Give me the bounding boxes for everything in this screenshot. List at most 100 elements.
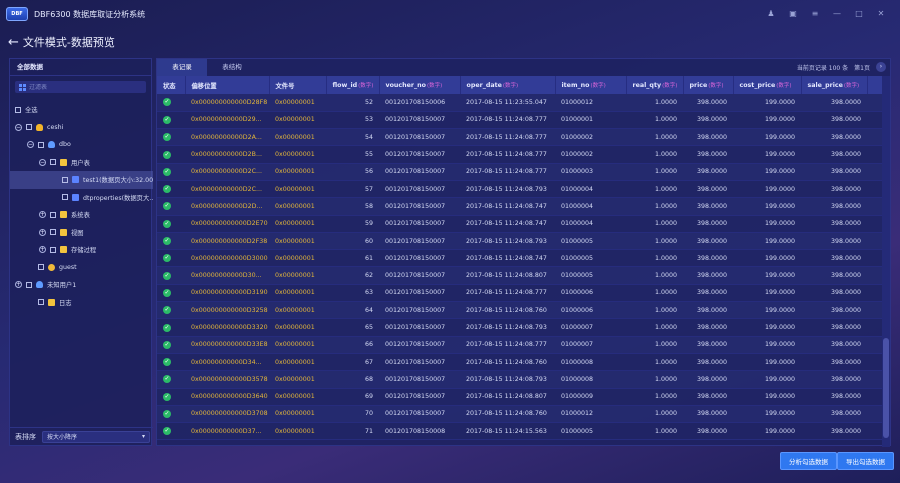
- tree-checkbox[interactable]: [15, 106, 21, 113]
- tree-node[interactable]: 全选: [10, 101, 153, 119]
- tree-checkbox[interactable]: [38, 141, 44, 148]
- column-header[interactable]: price(数字): [683, 76, 734, 94]
- tree-node[interactable]: + 未知用户1: [10, 276, 153, 294]
- tree-checkbox[interactable]: [62, 176, 68, 183]
- analyze-selected-button[interactable]: 分析勾选数据: [780, 452, 837, 470]
- table-row[interactable]: ✓ 0x00000000000D29... 0x00000001 53 00120170…: [157, 111, 882, 130]
- close-icon[interactable]: ✕: [877, 9, 885, 18]
- expand-icon[interactable]: +: [39, 246, 46, 254]
- table-row[interactable]: ✓ 0x000000000000D3320 0x00000001 65 00120170…: [157, 318, 882, 337]
- table-row[interactable]: ✓ 0x000000000000D3640 0x00000001 69 00120170…: [157, 388, 882, 406]
- column-header[interactable]: 偏移位置: [185, 76, 270, 94]
- expand-icon[interactable]: +: [39, 211, 46, 219]
- tree-node[interactable]: − dbo: [10, 136, 153, 154]
- tab-structure[interactable]: 表结构: [222, 63, 242, 71]
- tree-checkbox[interactable]: [38, 264, 44, 271]
- column-header[interactable]: [867, 76, 882, 94]
- tree-checkbox[interactable]: [62, 194, 68, 201]
- tab-records[interactable]: 表记录: [157, 59, 207, 76]
- tree-checkbox[interactable]: [50, 159, 56, 166]
- table-row[interactable]: ✓ 0x000000000000D33E8 0x00000001 66 00120170…: [157, 336, 882, 354]
- collapse-icon[interactable]: −: [39, 158, 46, 166]
- table-row[interactable]: ✓ 0x000000000000D2E70 0x00000001 59 00120170…: [157, 215, 882, 233]
- expand-icon[interactable]: +: [15, 281, 22, 289]
- tab-bar: 表记录 表结构: [157, 59, 890, 76]
- table-row[interactable]: ✓ 0x00000000000D34... 0x00000001 67 00120170…: [157, 353, 882, 372]
- table-row[interactable]: ✓ 0x000000000000D28F8 0x00000001 52 00120170…: [157, 94, 882, 112]
- next-page-icon[interactable]: ›: [876, 62, 886, 72]
- back-arrow-icon[interactable]: ←: [8, 34, 19, 50]
- skin-icon[interactable]: ♟: [767, 9, 775, 18]
- tree-checkbox[interactable]: [50, 211, 56, 218]
- table-row[interactable]: ✓ 0x000000000000D3258 0x00000001 64 00120170…: [157, 301, 882, 320]
- folder-icon: [48, 298, 55, 306]
- table-cell: 199.0000: [733, 94, 801, 112]
- table-row[interactable]: ✓ 0x00000000000D2A... 0x00000001 54 00120170…: [157, 128, 882, 147]
- table-cell: 63: [326, 284, 379, 303]
- table-cell: 001201708150007: [379, 284, 460, 303]
- tree-node[interactable]: − ceshi: [10, 119, 153, 137]
- column-header[interactable]: cost_price(数字): [733, 76, 802, 94]
- tree-node[interactable]: − 用户表: [10, 154, 153, 172]
- maximize-icon[interactable]: □: [855, 9, 863, 18]
- scrollbar-thumb[interactable]: [883, 338, 889, 438]
- table-row[interactable]: ✓ 0x000000000000D2F38 0x00000001 60 00120170…: [157, 232, 882, 251]
- table-row[interactable]: ✓ 0x00000000000D2D... 0x00000001 58 00120170…: [157, 197, 882, 216]
- table-row[interactable]: ✓ 0x00000000000D30... 0x00000001 62 00120170…: [157, 266, 882, 285]
- vertical-scrollbar[interactable]: [882, 76, 890, 447]
- tree-checkbox[interactable]: [50, 229, 56, 236]
- table-row[interactable]: ✓ 0x00000000000D2C... 0x00000001 57 00120170…: [157, 180, 882, 199]
- table-cell: 398.0000: [683, 336, 733, 354]
- tree-checkbox[interactable]: [26, 281, 32, 288]
- column-header[interactable]: real_qty(数字): [626, 76, 684, 94]
- column-header[interactable]: oper_date(数字): [460, 76, 556, 94]
- export-selected-button[interactable]: 导出勾选数据: [837, 452, 894, 470]
- tree-node[interactable]: guest: [10, 259, 153, 277]
- tree-node[interactable]: 日志: [10, 294, 153, 312]
- column-header[interactable]: 文件号: [269, 76, 327, 94]
- sort-select[interactable]: 按大小降序 ▾: [42, 430, 150, 443]
- column-header[interactable]: sale_price(数字): [801, 76, 868, 94]
- table-cell: [867, 163, 882, 181]
- tree-node-label: 日志: [59, 299, 72, 307]
- tree-node[interactable]: dtproperties(数据页大...: [10, 189, 153, 207]
- tree-checkbox[interactable]: [50, 246, 56, 253]
- column-header[interactable]: flow_id(数字): [326, 76, 380, 94]
- check-circle-icon: ✓: [163, 288, 171, 297]
- page-number: 第1页: [854, 64, 870, 72]
- column-header[interactable]: item_no(数字): [555, 76, 627, 94]
- tree-checkbox[interactable]: [26, 124, 32, 131]
- tree-node[interactable]: + 系统表: [10, 206, 153, 224]
- table-cell: 2017-08-15 11:24:08.777: [460, 163, 555, 181]
- settings-icon[interactable]: ▣: [789, 9, 797, 18]
- menu-icon[interactable]: ≡: [811, 9, 819, 18]
- table-row[interactable]: ✓ 0x000000000000D3000 0x00000001 61 00120170…: [157, 249, 882, 268]
- column-header[interactable]: voucher_no(数字): [379, 76, 461, 94]
- collapse-icon[interactable]: −: [27, 141, 34, 149]
- table-row[interactable]: ✓ 0x00000000000D2B... 0x00000001 55 00120170…: [157, 145, 882, 164]
- expand-icon[interactable]: +: [39, 228, 46, 236]
- table-cell: 199.0000: [733, 336, 801, 354]
- table-cell: 2017-08-15 11:23:55.047: [460, 94, 555, 112]
- tree-node[interactable]: + 存储过程: [10, 241, 153, 259]
- filter-input[interactable]: [29, 83, 129, 91]
- tree-checkbox[interactable]: [38, 299, 44, 306]
- tree-node[interactable]: test1(数据页大小:32.00...: [10, 171, 153, 189]
- table-row[interactable]: ✓ 0x00000000000D37... 0x00000001 71 00120170…: [157, 422, 882, 441]
- table-row[interactable]: ✓ 0x000000000000D3578 0x00000001 68 00120170…: [157, 370, 882, 389]
- minimize-icon[interactable]: —: [833, 9, 841, 18]
- column-header[interactable]: 状态: [157, 76, 186, 94]
- table-cell: 57: [326, 180, 379, 199]
- table-cell: 1.0000: [626, 145, 683, 164]
- table-cell: 1.0000: [626, 232, 683, 251]
- table-row[interactable]: ✓ 0x000000000000D3190 0x00000001 63 00120170…: [157, 284, 882, 303]
- table-row[interactable]: ✓ 0x00000000000D2C... 0x00000001 56 00120170…: [157, 163, 882, 181]
- check-circle-icon: ✓: [163, 167, 171, 176]
- collapse-icon[interactable]: −: [15, 123, 22, 131]
- table-row[interactable]: ✓ 0x000000000000D3708 0x00000001 70 00120170…: [157, 405, 882, 424]
- table-cell: 398.0000: [801, 284, 867, 303]
- table-cell: 2017-08-15 11:24:08.807: [460, 266, 555, 285]
- tree-node[interactable]: + 视图: [10, 224, 153, 242]
- table-filter[interactable]: [15, 81, 146, 93]
- table-cell: 199.0000: [733, 163, 801, 181]
